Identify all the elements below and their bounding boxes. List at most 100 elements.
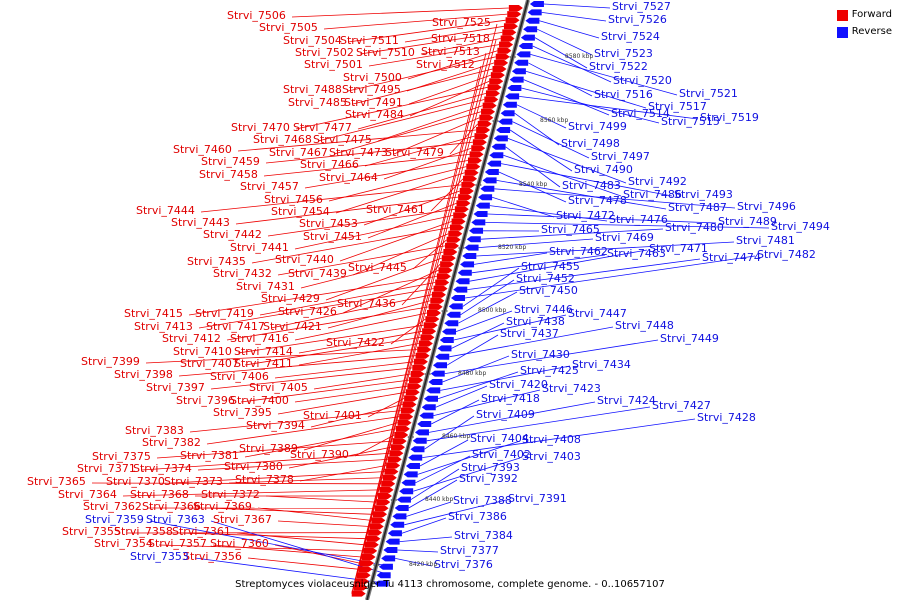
forward-gene-label[interactable]: Strvi_7458 xyxy=(199,168,258,181)
forward-gene-label[interactable]: Strvi_7410 xyxy=(173,345,232,358)
forward-gene-glyph[interactable] xyxy=(353,584,368,591)
forward-gene-glyph[interactable] xyxy=(463,175,478,182)
reverse-gene-label[interactable]: Strvi_7404 xyxy=(470,432,529,445)
reverse-gene-label[interactable]: Strvi_7526 xyxy=(608,13,667,26)
forward-gene-glyph[interactable] xyxy=(400,407,415,414)
forward-gene-glyph[interactable] xyxy=(464,169,479,176)
reverse-gene-label[interactable]: Strvi_7386 xyxy=(448,510,507,523)
forward-gene-glyph[interactable] xyxy=(387,456,402,463)
forward-gene-glyph[interactable] xyxy=(445,242,460,249)
forward-gene-glyph[interactable] xyxy=(451,218,466,225)
forward-gene-label[interactable]: Strvi_7411 xyxy=(234,357,293,370)
reverse-gene-label[interactable]: Strvi_7462 xyxy=(549,245,608,258)
forward-gene-glyph[interactable] xyxy=(395,425,410,432)
forward-gene-glyph[interactable] xyxy=(471,145,486,152)
forward-gene-glyph[interactable] xyxy=(389,450,404,457)
reverse-gene-glyph[interactable] xyxy=(473,211,488,217)
reverse-gene-label[interactable]: Strvi_7402 xyxy=(472,448,531,461)
reverse-gene-label[interactable]: Strvi_7481 xyxy=(736,234,795,247)
forward-gene-label[interactable]: Strvi_7356 xyxy=(183,550,242,563)
forward-gene-label[interactable]: Strvi_7495 xyxy=(342,83,401,96)
forward-gene-label[interactable]: Strvi_7369 xyxy=(193,500,252,513)
reverse-gene-glyph[interactable] xyxy=(487,160,502,167)
forward-gene-label[interactable]: Strvi_7355 xyxy=(62,525,121,538)
reverse-gene-label[interactable]: Strvi_7524 xyxy=(601,30,660,43)
reverse-gene-glyph[interactable] xyxy=(435,353,450,360)
reverse-gene-label[interactable]: Strvi_7482 xyxy=(757,248,816,261)
reverse-gene-glyph[interactable] xyxy=(392,513,407,520)
forward-gene-glyph[interactable] xyxy=(495,53,510,60)
forward-gene-glyph[interactable] xyxy=(394,432,409,438)
forward-gene-label[interactable]: Strvi_7382 xyxy=(142,436,201,449)
forward-gene-glyph[interactable] xyxy=(453,212,468,219)
forward-gene-glyph[interactable] xyxy=(372,511,387,518)
reverse-gene-glyph[interactable] xyxy=(464,244,479,251)
forward-gene-label[interactable]: Strvi_7504 xyxy=(283,34,342,47)
reverse-gene-glyph[interactable] xyxy=(374,580,389,587)
forward-gene-label[interactable]: Strvi_7366 xyxy=(142,500,201,513)
forward-gene-glyph[interactable] xyxy=(497,47,512,54)
reverse-gene-glyph[interactable] xyxy=(390,521,405,528)
forward-gene-label[interactable]: Strvi_7491 xyxy=(344,96,403,109)
forward-gene-glyph[interactable] xyxy=(402,401,417,408)
forward-gene-label[interactable]: Strvi_7454 xyxy=(271,205,330,218)
forward-gene-glyph[interactable] xyxy=(467,157,482,164)
forward-gene-glyph[interactable] xyxy=(359,560,374,567)
reverse-gene-glyph[interactable] xyxy=(421,404,436,411)
forward-gene-label[interactable]: Strvi_7501 xyxy=(304,58,363,71)
forward-gene-glyph[interactable] xyxy=(361,554,376,560)
forward-gene-label[interactable]: Strvi_7361 xyxy=(172,525,231,538)
reverse-gene-glyph[interactable] xyxy=(491,143,506,150)
forward-gene-label[interactable]: Strvi_7466 xyxy=(300,158,359,171)
reverse-gene-glyph[interactable] xyxy=(378,563,393,570)
reverse-gene-label[interactable]: Strvi_7388 xyxy=(453,494,512,507)
reverse-gene-glyph[interactable] xyxy=(376,572,391,579)
forward-gene-glyph[interactable] xyxy=(379,486,394,493)
forward-gene-label[interactable]: Strvi_7397 xyxy=(146,381,205,394)
reverse-gene-glyph[interactable] xyxy=(505,93,520,100)
forward-gene-glyph[interactable] xyxy=(386,462,401,469)
forward-gene-glyph[interactable] xyxy=(381,480,396,487)
forward-gene-label[interactable]: Strvi_7390 xyxy=(290,448,349,461)
forward-gene-label[interactable]: Strvi_7477 xyxy=(293,121,352,134)
forward-gene-glyph[interactable] xyxy=(404,395,419,402)
forward-gene-glyph[interactable] xyxy=(354,578,369,585)
reverse-gene-label[interactable]: Strvi_7520 xyxy=(613,74,672,87)
reverse-gene-label[interactable]: Strvi_7448 xyxy=(615,319,674,332)
reverse-gene-glyph[interactable] xyxy=(412,437,427,444)
reverse-gene-glyph[interactable] xyxy=(442,328,457,335)
reverse-gene-label[interactable]: Strvi_7447 xyxy=(568,307,627,320)
forward-gene-glyph[interactable] xyxy=(482,102,497,109)
reverse-gene-label[interactable]: Strvi_7492 xyxy=(628,175,687,188)
reverse-gene-glyph[interactable] xyxy=(417,421,432,427)
forward-gene-glyph[interactable] xyxy=(479,114,494,121)
reverse-gene-label[interactable]: Strvi_7423 xyxy=(542,382,601,395)
forward-gene-label[interactable]: Strvi_7380 xyxy=(224,460,283,473)
reverse-gene-glyph[interactable] xyxy=(500,110,515,117)
forward-gene-label[interactable]: Strvi_7468 xyxy=(253,133,312,146)
forward-gene-glyph[interactable] xyxy=(418,340,433,347)
reverse-gene-label[interactable]: Strvi_7496 xyxy=(737,200,796,213)
reverse-gene-glyph[interactable] xyxy=(381,555,396,562)
forward-gene-label[interactable]: Strvi_7372 xyxy=(201,488,260,501)
forward-gene-glyph[interactable] xyxy=(384,468,399,475)
reverse-gene-label[interactable]: Strvi_7403 xyxy=(522,450,581,463)
reverse-gene-glyph[interactable] xyxy=(516,51,531,58)
reverse-gene-glyph[interactable] xyxy=(448,303,463,310)
reverse-gene-label[interactable]: Strvi_7359 xyxy=(85,513,144,526)
forward-gene-glyph[interactable] xyxy=(448,230,463,237)
forward-gene-glyph[interactable] xyxy=(494,59,509,66)
forward-gene-glyph[interactable] xyxy=(425,316,440,323)
forward-gene-label[interactable]: Strvi_7506 xyxy=(227,9,286,22)
forward-gene-label[interactable]: Strvi_7416 xyxy=(230,332,289,345)
forward-gene-glyph[interactable] xyxy=(423,322,438,329)
reverse-gene-glyph[interactable] xyxy=(507,85,522,91)
reverse-gene-label[interactable]: Strvi_7427 xyxy=(652,399,711,412)
forward-gene-glyph[interactable] xyxy=(351,590,366,597)
forward-gene-glyph[interactable] xyxy=(487,84,502,91)
reverse-gene-label[interactable]: Strvi_7469 xyxy=(595,231,654,244)
forward-gene-glyph[interactable] xyxy=(364,541,379,548)
forward-gene-glyph[interactable] xyxy=(368,529,383,536)
reverse-gene-label[interactable]: Strvi_7463 xyxy=(607,247,666,260)
reverse-gene-glyph[interactable] xyxy=(403,471,418,478)
